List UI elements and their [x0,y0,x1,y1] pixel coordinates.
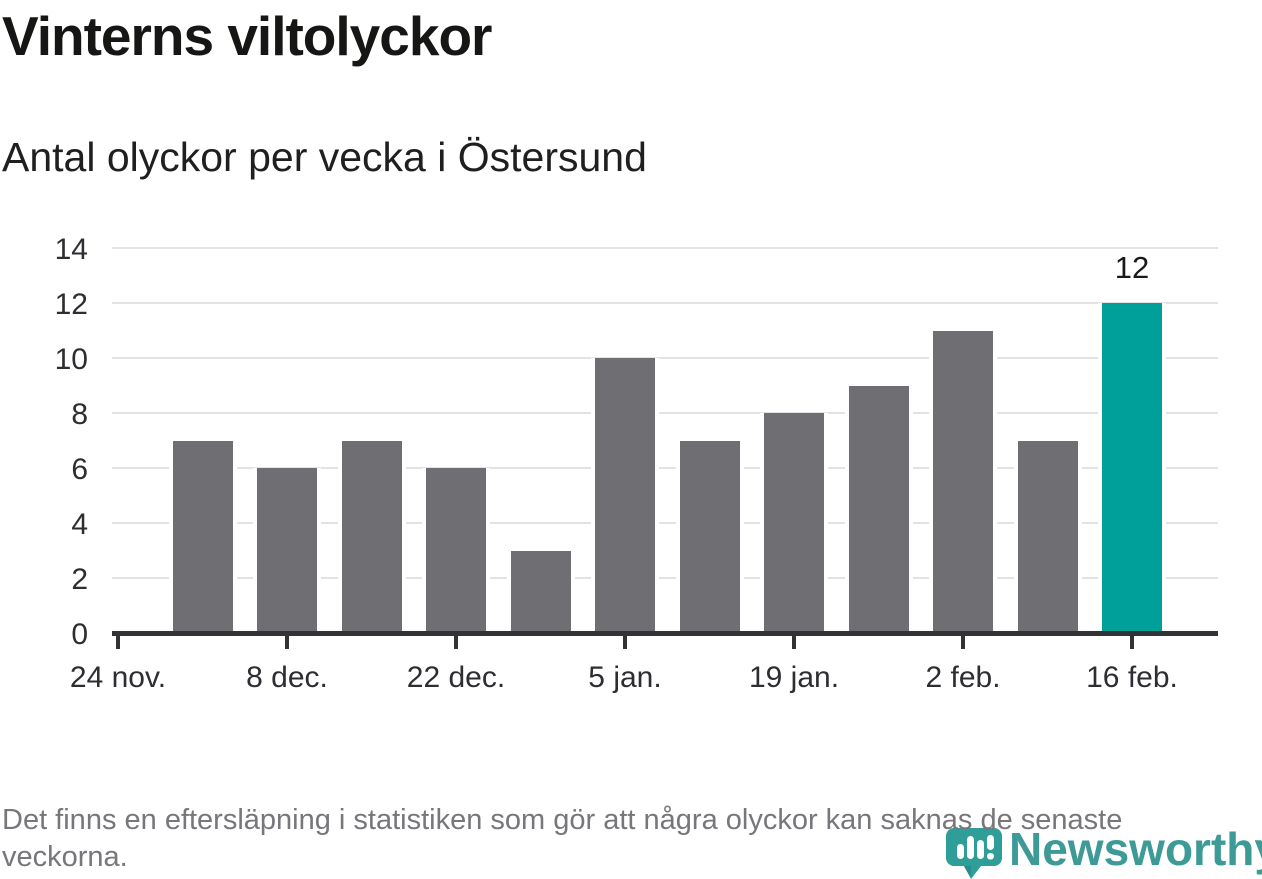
newsworthy-wordmark: Newsworthy [1009,823,1262,875]
x-axis-tick [1130,636,1134,649]
bar-highlighted [1098,303,1166,633]
x-axis-label: 5 jan. [588,661,662,694]
y-axis-label: 6 [71,453,88,486]
x-axis-tick [792,636,796,649]
x-axis-tick [961,636,965,649]
bar [929,330,997,633]
x-axis-label: 2 feb. [925,661,1001,694]
y-axis-label: 8 [71,398,88,431]
gridline [112,522,1218,524]
x-axis-label: 8 dec. [246,661,328,694]
bar [675,440,744,633]
bar-value-label: 12 [1114,250,1150,285]
footnote: Det finns en eftersläpning i statistiken… [2,804,1123,873]
gridline [112,357,1218,359]
bar [1013,440,1082,633]
newsworthy-logo: Newsworthy [946,820,1262,879]
y-axis-label: 14 [54,233,88,266]
bar [253,468,321,633]
bar [760,413,828,633]
x-axis-tick [285,636,289,649]
x-axis-label: 24 nov. [69,661,167,694]
y-axis-label: 10 [54,343,88,376]
x-axis-tick [623,636,627,649]
y-axis-label: 2 [71,563,88,596]
y-axis-label: 12 [54,288,88,321]
x-axis-label: 19 jan. [748,661,840,694]
chart-title: Vinterns viltolyckor [2,5,492,67]
bar [337,440,406,633]
bar [506,550,575,633]
gridline [112,302,1218,304]
gridline [112,467,1218,469]
y-axis-label: 4 [71,508,88,541]
y-axis-label: 0 [71,618,88,651]
bar [168,440,237,633]
x-axis-tick [116,636,120,649]
x-axis-tick [454,636,458,649]
x-axis-line [112,631,1218,636]
newsworthy-pin-icon [946,828,1002,879]
x-axis-label: 22 dec. [406,661,506,694]
bar [422,468,490,633]
x-axis-label: 16 feb. [1086,661,1178,694]
gridline [112,412,1218,414]
chart-subtitle: Antal olyckor per vecka i Östersund [2,134,647,180]
gridline [112,247,1218,249]
bar [844,385,913,633]
bar [591,358,659,633]
gridline [112,577,1218,579]
